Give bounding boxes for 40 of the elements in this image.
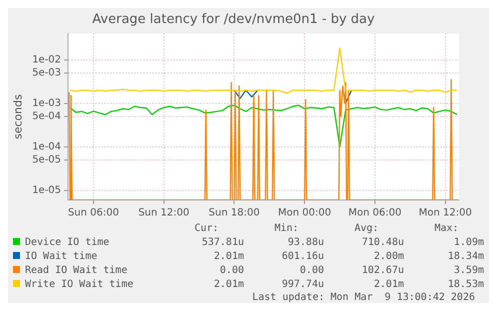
text: 18.34m	[446, 250, 485, 264]
text: Last update: Mon Mar 9 13:00:42 2026	[251, 292, 476, 304]
text: 2.01m	[372, 278, 405, 292]
y-axis-title: seconds	[11, 94, 24, 140]
text: 537.81u	[200, 236, 245, 250]
text: 102.67u	[360, 264, 405, 278]
legend-label: Read IO Wait time	[24, 264, 128, 278]
text: 2.01m	[212, 278, 245, 292]
text: Avg:	[353, 222, 380, 236]
x-tick-label: Mon 06:00	[348, 208, 402, 219]
y-tick-label: 5e-04	[32, 111, 62, 122]
text: Max:	[433, 222, 460, 236]
text: 997.74u	[280, 278, 325, 292]
x-tick-label: Sun 18:00	[208, 208, 260, 219]
legend-label: IO Wait time	[24, 250, 98, 264]
y-tick-label: 1e-03	[32, 98, 62, 109]
chart-title: Average latency for /dev/nvme0n1 - by day	[92, 12, 376, 28]
x-tick-label: Mon 12:00	[418, 208, 472, 219]
text: 710.48u	[360, 236, 405, 250]
text: 2.00m	[372, 250, 405, 264]
text: 18.53m	[446, 278, 485, 292]
x-tick-label: Mon 00:00	[278, 208, 332, 219]
text: 1.09m	[452, 236, 485, 250]
y-tick-label: 5e-05	[32, 154, 62, 166]
text: 0.00	[298, 264, 325, 278]
text: 0.00	[218, 264, 245, 278]
legend-label: Write IO Wait time	[24, 278, 134, 292]
text: 2.01m	[212, 250, 245, 264]
text: Min:	[273, 222, 300, 236]
text: 3.59m	[452, 264, 485, 278]
text: 93.88u	[286, 236, 325, 250]
text: 601.16u	[280, 250, 325, 264]
y-tick-label: 1e-04	[32, 141, 62, 152]
y-tick-label: 1e-02	[32, 54, 62, 66]
y-tick-label: 5e-03	[32, 67, 62, 78]
x-tick-label: Sun 06:00	[68, 208, 119, 219]
legend-label: Device IO time	[24, 236, 110, 250]
x-tick-label: Sun 12:00	[138, 208, 190, 219]
text: Cur:	[193, 222, 220, 236]
y-tick-label: 1e-05	[32, 184, 62, 196]
